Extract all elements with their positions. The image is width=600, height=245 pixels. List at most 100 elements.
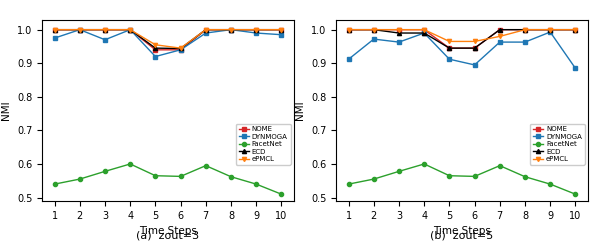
ePMCL xyxy=(446,40,453,43)
NOME xyxy=(572,28,579,31)
ePMCL xyxy=(345,28,352,31)
ePMCL xyxy=(278,28,285,31)
NOME xyxy=(370,28,377,31)
NOME xyxy=(278,28,285,31)
ECD xyxy=(227,28,235,31)
FacetNet xyxy=(395,170,403,173)
Line: ePMCL: ePMCL xyxy=(53,28,283,50)
DYNMOGA xyxy=(471,63,478,66)
NOME xyxy=(345,28,352,31)
FacetNet xyxy=(152,174,159,177)
DYNMOGA xyxy=(227,28,235,31)
DYNMOGA xyxy=(496,41,503,44)
Legend: NOME, DYNMOGA, FacetNet, ECD, ePMCL: NOME, DYNMOGA, FacetNet, ECD, ePMCL xyxy=(530,124,584,165)
NOME xyxy=(152,48,159,51)
ECD xyxy=(521,28,529,31)
Line: ECD: ECD xyxy=(53,28,283,50)
Y-axis label: NMI: NMI xyxy=(295,100,305,120)
DYNMOGA xyxy=(51,37,58,39)
ePMCL xyxy=(51,28,58,31)
ePMCL xyxy=(127,28,134,31)
DYNMOGA xyxy=(345,58,352,61)
DYNMOGA xyxy=(278,33,285,36)
FacetNet xyxy=(227,175,235,178)
Line: NOME: NOME xyxy=(53,28,283,52)
NOME xyxy=(471,47,478,49)
ECD xyxy=(51,28,58,31)
DYNMOGA xyxy=(101,38,109,41)
Line: ECD: ECD xyxy=(347,28,577,50)
DYNMOGA xyxy=(521,41,529,44)
NOME xyxy=(496,28,503,31)
NOME xyxy=(101,28,109,31)
FacetNet xyxy=(51,183,58,185)
FacetNet xyxy=(202,164,209,167)
FacetNet xyxy=(370,178,377,181)
FacetNet xyxy=(421,162,428,165)
DYNMOGA xyxy=(370,37,377,40)
Line: ePMCL: ePMCL xyxy=(347,28,577,44)
ECD xyxy=(345,28,352,31)
ECD xyxy=(278,28,285,31)
NOME xyxy=(521,28,529,31)
NOME xyxy=(202,28,209,31)
Line: DYNMOGA: DYNMOGA xyxy=(347,30,577,70)
NOME xyxy=(421,28,428,31)
ECD xyxy=(370,28,377,31)
Y-axis label: NMI: NMI xyxy=(1,100,11,120)
NOME xyxy=(51,28,58,31)
Legend: NOME, DYNMOGA, FacetNet, ECD, ePMCL: NOME, DYNMOGA, FacetNet, ECD, ePMCL xyxy=(236,124,290,165)
ePMCL xyxy=(152,43,159,46)
ECD xyxy=(471,47,478,49)
ePMCL xyxy=(202,28,209,31)
NOME xyxy=(253,28,260,31)
Text: (a)  zout=3: (a) zout=3 xyxy=(136,230,200,240)
FacetNet xyxy=(278,193,285,196)
ePMCL xyxy=(471,40,478,43)
ePMCL xyxy=(101,28,109,31)
NOME xyxy=(395,28,403,31)
ePMCL xyxy=(496,35,503,38)
ePMCL xyxy=(547,28,554,31)
ECD xyxy=(76,28,83,31)
NOME xyxy=(547,28,554,31)
DYNMOGA xyxy=(547,31,554,34)
Line: NOME: NOME xyxy=(347,28,577,50)
Line: FacetNet: FacetNet xyxy=(347,162,577,196)
DYNMOGA xyxy=(421,32,428,35)
ECD xyxy=(572,28,579,31)
FacetNet xyxy=(127,162,134,165)
X-axis label: Time Steps: Time Steps xyxy=(433,226,491,236)
DYNMOGA xyxy=(127,28,134,31)
NOME xyxy=(177,48,184,51)
Text: (b)  zout=5: (b) zout=5 xyxy=(430,230,494,240)
FacetNet xyxy=(471,175,478,178)
X-axis label: Time Steps: Time Steps xyxy=(139,226,197,236)
FacetNet xyxy=(572,193,579,196)
FacetNet xyxy=(547,183,554,185)
ePMCL xyxy=(521,28,529,31)
ECD xyxy=(496,28,503,31)
ECD xyxy=(446,47,453,49)
FacetNet xyxy=(446,174,453,177)
DYNMOGA xyxy=(152,55,159,58)
DYNMOGA xyxy=(253,32,260,35)
ePMCL xyxy=(76,28,83,31)
ePMCL xyxy=(421,28,428,31)
ECD xyxy=(177,47,184,50)
NOME xyxy=(446,47,453,49)
ECD xyxy=(202,28,209,31)
NOME xyxy=(127,28,134,31)
ECD xyxy=(101,28,109,31)
DYNMOGA xyxy=(177,48,184,51)
ePMCL xyxy=(227,28,235,31)
FacetNet xyxy=(496,164,503,167)
ECD xyxy=(421,32,428,35)
DYNMOGA xyxy=(446,58,453,61)
ECD xyxy=(127,28,134,31)
FacetNet xyxy=(521,175,529,178)
FacetNet xyxy=(253,183,260,185)
Line: DYNMOGA: DYNMOGA xyxy=(53,28,283,59)
ECD xyxy=(547,28,554,31)
Line: FacetNet: FacetNet xyxy=(53,162,283,196)
